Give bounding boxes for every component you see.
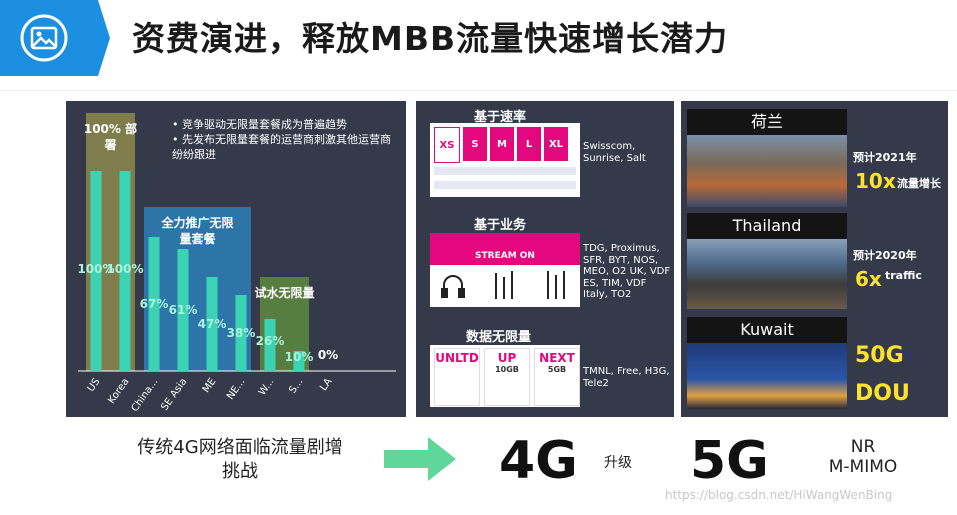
bar xyxy=(119,171,131,371)
group-label: 试水无限量 xyxy=(254,285,314,300)
growth-note: traffic xyxy=(885,269,922,282)
plan-size: 10GB xyxy=(495,365,519,374)
bar-value-label: 38% xyxy=(227,326,256,340)
group-label: 署 xyxy=(103,138,116,152)
bar xyxy=(148,237,160,371)
group-label: 100% 部 xyxy=(84,121,137,136)
size-tile: L xyxy=(517,127,541,161)
nr-mmimo-label: NR M-MIMO xyxy=(808,437,918,477)
image-icon xyxy=(20,14,68,62)
4g-label: 4G xyxy=(499,431,578,491)
header-tab xyxy=(0,0,98,76)
5g-label: 5G xyxy=(690,431,769,491)
bar xyxy=(90,171,102,371)
unlimited-operators: TMNL, Free, H3G, Tele2 xyxy=(583,366,670,389)
unlimited-adoption-panel: 100% 部署全力推广无限 量套餐试水无限量 100% US 100% Korea 67% C… xyxy=(66,101,406,417)
upgrade-label: 升级 xyxy=(604,455,632,471)
group-label: 量套餐 xyxy=(179,231,216,246)
plan-tile: UP 10GB xyxy=(484,348,530,406)
country-thailand: Thailand xyxy=(687,213,847,239)
size-tile: XS xyxy=(434,127,460,163)
bar-value-label: 100% xyxy=(106,262,143,276)
category-tick-label: US xyxy=(86,376,103,394)
plan-tile: UNLTD xyxy=(434,348,480,406)
country-kuwait: Kuwait xyxy=(687,317,847,343)
growth-factor: 10x xyxy=(855,169,896,193)
category-tick-label: NE... xyxy=(225,376,247,401)
size-tile: S xyxy=(463,127,487,161)
bar-value-label: 26% xyxy=(256,334,285,348)
service-based-title: 基于业务 xyxy=(474,218,527,233)
bar-value-label: 61% xyxy=(169,303,198,317)
bar-value-label: 10% xyxy=(285,350,314,364)
group-label: 全力推广无限 xyxy=(160,215,233,230)
category-tick-label: Korea xyxy=(106,376,131,406)
bar xyxy=(235,295,247,371)
bar-value-label: 67% xyxy=(140,297,169,311)
rate-based-title: 基于速率 xyxy=(474,110,527,125)
stream-on-banner: STREAM ON xyxy=(430,233,580,265)
dou-value: 50G xyxy=(855,343,904,368)
bar xyxy=(206,277,218,371)
plan-name: UP xyxy=(497,351,517,365)
bullet-item: • 先发布无限量套餐的运营商刺激其他运营商纷纷跟进 xyxy=(172,133,391,161)
service-icons-strip xyxy=(430,265,580,307)
bar-value-label: 100% xyxy=(77,262,114,276)
plan-tile: NEXT 5GB xyxy=(534,348,580,406)
size-tile: XL xyxy=(544,127,568,161)
4g-challenge-text: 传统4G网络面临流量剧增挑战 xyxy=(137,437,343,482)
category-tick-label: SE Asia xyxy=(159,376,189,412)
bar xyxy=(293,351,305,371)
plan-name: UNLTD xyxy=(435,351,479,365)
bar-value-label: 0% xyxy=(318,348,338,362)
category-tick-label: China... xyxy=(130,376,161,414)
category-tick-label: S... xyxy=(287,376,305,395)
category-tick-label: W... xyxy=(257,376,276,397)
bullet-item: • 竞争驱动无限量套餐成为普遍趋势 xyxy=(172,118,347,131)
header-divider xyxy=(0,90,957,91)
bar xyxy=(264,319,276,371)
bar-value-label: 47% xyxy=(198,317,227,331)
size-tile: M xyxy=(490,127,514,161)
thailand-photo xyxy=(687,239,847,309)
nr-text: NR xyxy=(850,437,876,457)
plan-size: 5GB xyxy=(547,365,567,374)
mmimo-text: M-MIMO xyxy=(828,457,898,477)
category-tick-label: ME xyxy=(201,376,219,395)
unlimited-data-title: 数据无限量 xyxy=(466,330,532,345)
watermark: https://blog.csdn.net/HiWangWenBing xyxy=(665,488,893,502)
growth-factor: 6x xyxy=(855,267,882,291)
header-chevron xyxy=(86,0,110,76)
country-netherlands: 荷兰 xyxy=(687,109,847,135)
growth-note: 流量增长 xyxy=(897,177,941,190)
arrow-right-icon xyxy=(384,437,456,481)
netherlands-photo xyxy=(687,135,847,207)
traffic-growth-panel: 荷兰 预计2021年 10x 流量增长 Thailand 预计2020年 6x … xyxy=(681,101,948,417)
forecast-year: 预计2020年 xyxy=(853,249,917,262)
service-operators: TDG, Proximus, SFR, BYT, NOS, MEO, O2 UK… xyxy=(583,243,671,300)
plan-name: NEXT xyxy=(539,351,575,365)
tariff-types-panel: 基于速率 XS S M L XL Swisscom, Sunrise, Salt 基于业… xyxy=(416,101,674,417)
bullet-list: • 竞争驱动无限量套餐成为普遍趋势 • 先发布无限量套餐的运营商刺激其他运营商纷… xyxy=(172,117,400,162)
category-tick-label: LA xyxy=(318,376,334,393)
page-title: 资费演进，释放MBB流量快速增长潜力 xyxy=(132,19,729,58)
kuwait-photo xyxy=(687,343,847,409)
rate-operators: Swisscom, Sunrise, Salt xyxy=(583,141,646,164)
unlimited-plans-image: UNLTD UP 10GB NEXT 5GB xyxy=(430,345,580,407)
dou-label: DOU xyxy=(855,381,910,406)
group-background xyxy=(144,207,251,371)
bar xyxy=(177,249,189,371)
rate-plan-image: XS S M L XL xyxy=(430,123,580,197)
forecast-year: 预计2021年 xyxy=(853,151,917,164)
